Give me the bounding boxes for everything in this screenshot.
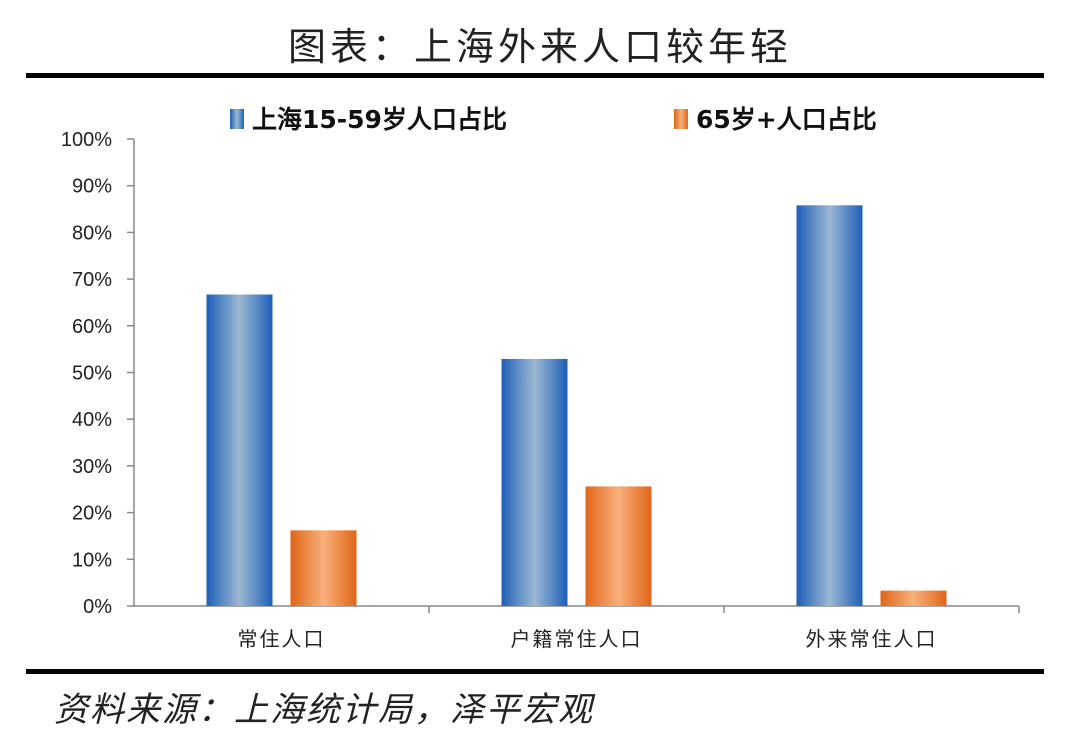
bottom-rule xyxy=(26,669,1044,674)
y-tick-label: 70% xyxy=(72,269,112,291)
y-tick-label: 80% xyxy=(72,222,112,244)
y-tick-label: 20% xyxy=(72,503,112,525)
legend: 上海15-59岁人口占比 65岁+人口占比 xyxy=(230,105,877,134)
chart-title: 图表：上海外来人口较年轻 xyxy=(287,25,792,69)
y-tick-label: 90% xyxy=(72,176,112,198)
y-axis-ticks: 0% 10% 20% 30% 40% 50% 60% 70% 80% 90% 100% xyxy=(61,129,134,618)
legend-label-series-1: 上海15-59岁人口占比 xyxy=(252,105,507,134)
x-tick-label: 外来常住人口 xyxy=(806,627,938,651)
y-tick-label: 0% xyxy=(83,596,112,618)
top-rule xyxy=(26,73,1044,78)
y-tick-label: 60% xyxy=(72,316,112,338)
y-tick-label: 40% xyxy=(72,409,112,431)
legend-swatch-series-1 xyxy=(230,109,244,129)
y-tick-label: 100% xyxy=(61,129,112,151)
y-tick-label: 30% xyxy=(72,456,112,478)
x-axis-ticks: 常住人口 户籍常住人口 外来常住人口 xyxy=(238,606,1020,651)
bar-age-15-59-1 xyxy=(501,358,568,606)
bar-age-65-plus-2 xyxy=(880,590,947,606)
legend-swatch-series-2 xyxy=(674,109,688,129)
bar-age-15-59-2 xyxy=(796,205,863,606)
bar-age-65-plus-0 xyxy=(290,530,357,606)
bar-age-15-59-0 xyxy=(206,294,273,606)
y-tick-label: 10% xyxy=(72,549,112,571)
x-tick-label: 常住人口 xyxy=(238,627,326,651)
x-tick-label: 户籍常住人口 xyxy=(511,627,643,651)
bars xyxy=(206,205,947,606)
source-note: 资料来源：上海统计局，泽平宏观 xyxy=(54,690,594,730)
bar-age-65-plus-1 xyxy=(585,486,652,606)
legend-label-series-2: 65岁+人口占比 xyxy=(696,105,877,134)
y-tick-label: 50% xyxy=(72,363,112,385)
